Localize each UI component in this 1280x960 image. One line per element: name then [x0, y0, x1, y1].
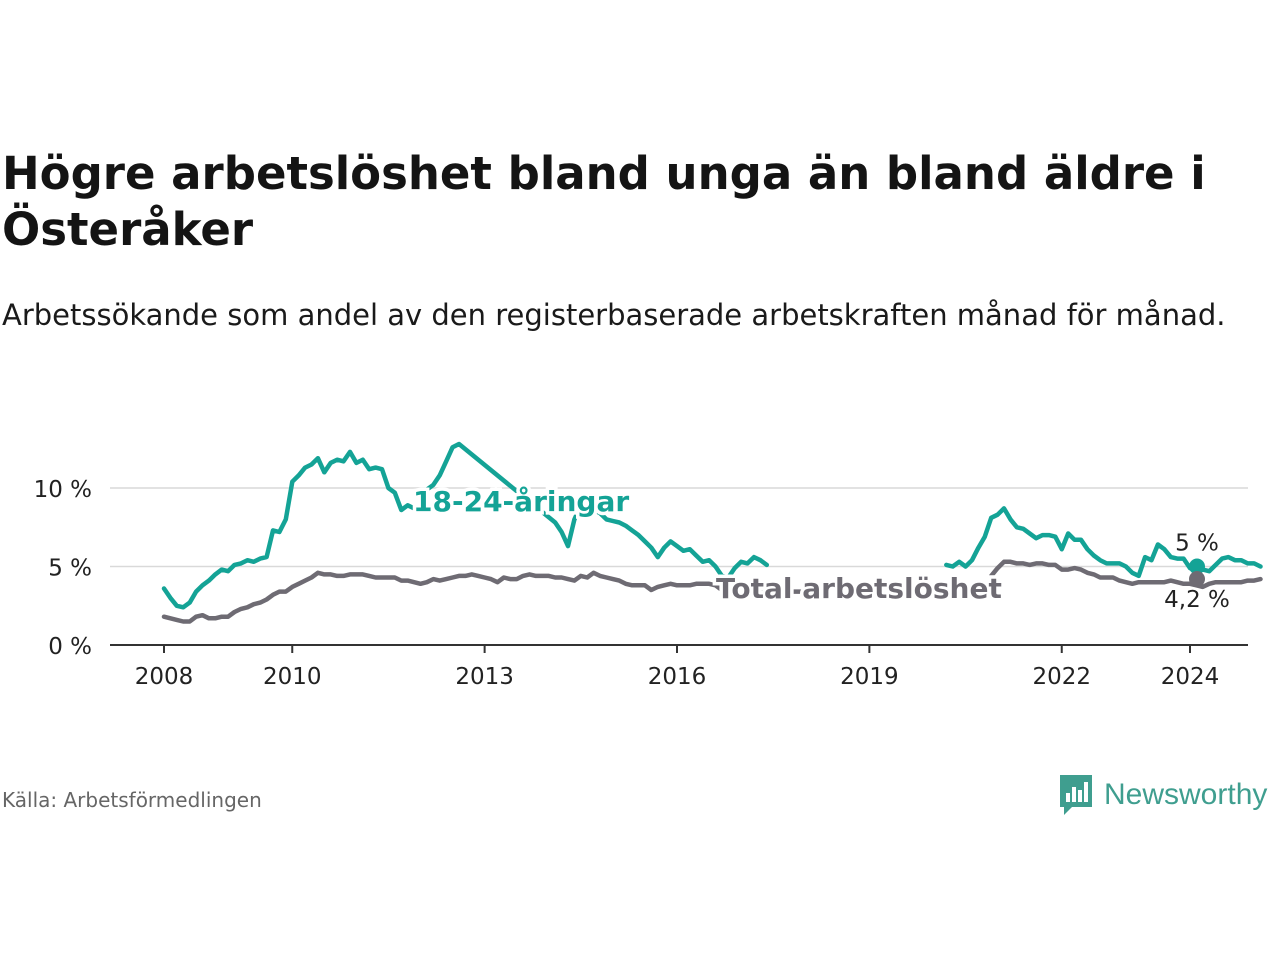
y-tick-label: 0 % — [48, 634, 92, 660]
series-line-youth — [944, 506, 1263, 579]
series-end-label-youth: 5 % — [1175, 531, 1219, 557]
series-line-total — [161, 570, 814, 624]
series-line-youth — [161, 441, 770, 610]
x-tick-label: 2024 — [1161, 664, 1220, 690]
series-line-total — [988, 559, 1263, 590]
source-note: Källa: Arbetsförmedlingen — [2, 788, 262, 812]
x-tick-label: 2013 — [455, 664, 514, 690]
x-tick-label: 2019 — [840, 664, 899, 690]
chart-subtitle: Arbetssökande som andel av den registerb… — [2, 298, 1226, 332]
x-tick-label: 2010 — [263, 664, 322, 690]
x-tick-label: 2008 — [135, 664, 194, 690]
series-end-label-total: 4,2 % — [1164, 587, 1230, 613]
y-tick-label: 10 % — [34, 477, 92, 503]
x-tick-label: 2016 — [648, 664, 707, 690]
series-label-total: Total arbetslöshet — [716, 572, 1002, 605]
chart-title: Högre arbetslöshet bland unga än bland ä… — [2, 147, 1206, 256]
brand-name: Newsworthy — [1104, 778, 1268, 811]
brand-logo[interactable]: Newsworthy — [1058, 772, 1267, 818]
series-label-youth: 18-24-åringar — [413, 485, 629, 518]
y-tick-label: 5 % — [48, 556, 92, 582]
series-end-point-youth — [1189, 558, 1205, 575]
newsworthy-logo-icon — [1060, 775, 1092, 815]
series-end-point-total — [1189, 571, 1205, 588]
x-tick-label: 2022 — [1032, 664, 1091, 690]
